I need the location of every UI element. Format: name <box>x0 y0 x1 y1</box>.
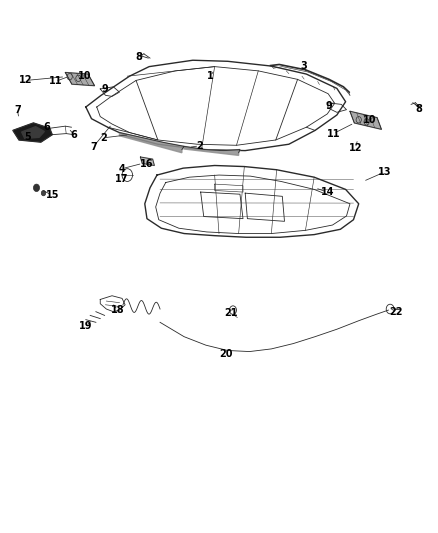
Text: 12: 12 <box>349 143 362 154</box>
Text: 21: 21 <box>225 308 238 318</box>
Text: 10: 10 <box>363 115 376 125</box>
Text: 20: 20 <box>219 349 232 359</box>
Text: 17: 17 <box>115 174 129 184</box>
Polygon shape <box>120 133 184 153</box>
Text: 2: 2 <box>100 133 107 143</box>
Text: 14: 14 <box>321 187 334 197</box>
Text: 11: 11 <box>49 77 62 86</box>
Polygon shape <box>141 157 154 165</box>
Text: 7: 7 <box>90 142 97 152</box>
Polygon shape <box>65 72 95 86</box>
Text: 9: 9 <box>101 84 108 94</box>
Text: 15: 15 <box>46 190 59 200</box>
Circle shape <box>33 184 39 191</box>
Text: 1: 1 <box>207 71 214 81</box>
Text: 8: 8 <box>416 103 422 114</box>
Text: 13: 13 <box>378 167 392 177</box>
Text: 19: 19 <box>79 321 92 331</box>
Polygon shape <box>350 111 381 130</box>
Text: 3: 3 <box>301 61 307 71</box>
Text: 2: 2 <box>196 141 203 151</box>
Circle shape <box>41 190 46 196</box>
Polygon shape <box>21 127 44 139</box>
Text: 10: 10 <box>78 71 91 81</box>
Text: 6: 6 <box>71 130 78 140</box>
Text: 5: 5 <box>25 132 31 142</box>
Text: 16: 16 <box>140 159 154 169</box>
Text: 6: 6 <box>43 122 50 132</box>
Text: 8: 8 <box>135 52 142 62</box>
Text: 4: 4 <box>119 164 125 174</box>
Text: 18: 18 <box>111 305 124 315</box>
Polygon shape <box>184 147 240 156</box>
Text: 12: 12 <box>19 76 33 85</box>
Text: 22: 22 <box>389 306 403 317</box>
Polygon shape <box>13 123 52 142</box>
Text: 9: 9 <box>325 101 332 111</box>
Text: 7: 7 <box>14 104 21 115</box>
Text: 11: 11 <box>327 128 340 139</box>
